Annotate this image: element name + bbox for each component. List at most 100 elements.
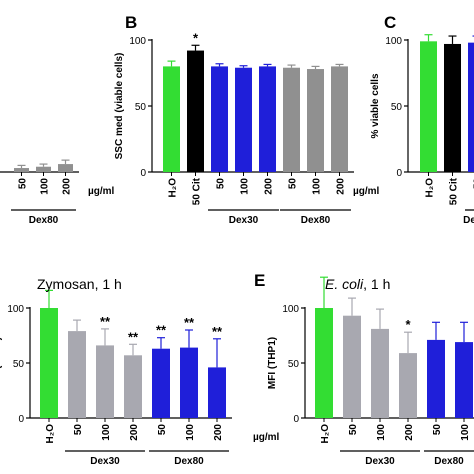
panel-letter: E xyxy=(254,271,265,290)
category-label: 200 xyxy=(336,178,347,195)
significance-label: ** xyxy=(156,323,167,338)
chart-panel-C: 0 50 100 % viable cells H₂O 50 Cit 50 De C xyxy=(370,13,474,226)
panel-title: Zymosan, 1 h xyxy=(37,276,122,292)
y-tick-label: 0 xyxy=(18,414,24,425)
significance-label: ** xyxy=(128,329,139,344)
category-label: H₂O xyxy=(45,424,56,444)
y-tick-label: 0 xyxy=(293,414,299,425)
bar xyxy=(187,50,204,173)
bar xyxy=(180,347,198,418)
significance-label: ** xyxy=(212,324,223,339)
y-tick-label: 50 xyxy=(288,359,300,370)
category-label: H₂O xyxy=(320,424,331,444)
chart-panel-E: 0 50 100 MFI (THP1) H₂O 50 100 * 200 50 100 Dex30 De… xyxy=(254,271,474,467)
significance-label: * xyxy=(405,317,411,332)
y-tick-label: 100 xyxy=(7,304,24,315)
category-label: 200 xyxy=(129,424,140,441)
category-label: 200 xyxy=(62,178,73,195)
panel-title-italic: E. coli xyxy=(325,276,364,292)
category-label: 50 xyxy=(18,178,29,190)
y-axis-label: % viable cells xyxy=(370,73,381,138)
category-label: 50 xyxy=(157,424,168,436)
category-label: 100 xyxy=(40,178,51,195)
category-label: H₂O xyxy=(425,178,436,198)
y-tick-label: 0 xyxy=(140,168,146,179)
bar xyxy=(152,348,170,418)
y-tick-label: 50 xyxy=(135,102,147,113)
bar xyxy=(343,315,361,418)
group-label: Dex80 xyxy=(174,456,204,467)
unit-label: µg/ml xyxy=(253,432,280,443)
chart-panel-A: 50 100 200 Dex80 µg/ml xyxy=(0,159,115,226)
category-label: 100 xyxy=(376,424,387,441)
category-label: 200 xyxy=(404,424,415,441)
category-label: 50 xyxy=(288,178,299,190)
y-axis-label: MFI (THP1) xyxy=(267,337,278,389)
category-label: 200 xyxy=(264,178,275,195)
bar xyxy=(371,328,389,418)
y-tick-label: 0 xyxy=(396,168,402,179)
panel-letter: B xyxy=(125,13,137,32)
y-tick-label: 100 xyxy=(385,36,402,47)
bar xyxy=(427,339,445,418)
y-axis-label: SSC med (viable cells) xyxy=(114,53,125,160)
category-label: H₂O xyxy=(168,178,179,198)
category-label: 100 xyxy=(101,424,112,441)
group-label: Dex30 xyxy=(229,215,259,226)
bar xyxy=(259,66,276,172)
group-label: Dex80 xyxy=(434,456,464,467)
bar xyxy=(315,308,333,418)
bar xyxy=(96,345,114,418)
panel-title-text: Zymosan, 1 h xyxy=(37,276,122,292)
panel-title: E. coli, 1 h xyxy=(325,276,390,292)
significance-label: ** xyxy=(184,315,195,330)
bar xyxy=(211,66,228,172)
bar xyxy=(399,353,417,418)
y-tick-label: 50 xyxy=(13,359,25,370)
category-label: 50 Cit xyxy=(449,177,460,205)
chart-panel-B: 0 50 100 SSC med (viable cells) H₂O * 50 Cit 50… xyxy=(114,13,380,226)
bar xyxy=(331,66,348,172)
category-label: 50 xyxy=(432,424,443,436)
y-tick-label: 50 xyxy=(391,102,403,113)
bar xyxy=(468,42,474,172)
category-label: 50 xyxy=(473,178,474,190)
group-label: Dex80 xyxy=(29,215,59,226)
category-label: 50 xyxy=(73,424,84,436)
bar xyxy=(455,342,473,418)
unit-label: µg/ml xyxy=(88,186,115,197)
bar xyxy=(124,355,142,418)
bar xyxy=(235,67,252,172)
group-label: Dex80 xyxy=(301,215,331,226)
bar xyxy=(58,164,73,172)
group-label: Dex30 xyxy=(365,456,395,467)
significance-label: ** xyxy=(100,314,111,329)
group-label: De xyxy=(463,215,474,226)
significance-label: * xyxy=(193,30,199,45)
y-axis-label: MFI (THP1) xyxy=(0,337,3,389)
panel-letter: C xyxy=(384,13,396,32)
bar xyxy=(36,166,51,172)
bar xyxy=(420,41,437,172)
category-label: 100 xyxy=(185,424,196,441)
bar xyxy=(208,367,226,418)
chart-panel-D: 0 50 100 MFI (THP1) H₂O 50 ** 100 ** 200 ** 50 ** 100… xyxy=(0,276,280,467)
category-label: 50 xyxy=(348,424,359,436)
bar xyxy=(40,308,58,418)
bar xyxy=(163,66,180,172)
y-tick-label: 100 xyxy=(129,36,146,47)
category-label: 50 Cit xyxy=(192,177,203,205)
category-label: 100 xyxy=(312,178,323,195)
bar xyxy=(68,331,86,418)
y-tick-label: 100 xyxy=(282,304,299,315)
category-label: 200 xyxy=(213,424,224,441)
category-label: 100 xyxy=(240,178,251,195)
bar xyxy=(14,168,29,172)
panel-title-text: , 1 h xyxy=(363,276,390,292)
category-label: 50 xyxy=(216,178,227,190)
group-label: Dex30 xyxy=(90,456,120,467)
category-label: 100 xyxy=(460,424,471,441)
bar xyxy=(444,43,461,173)
bar xyxy=(307,69,324,172)
